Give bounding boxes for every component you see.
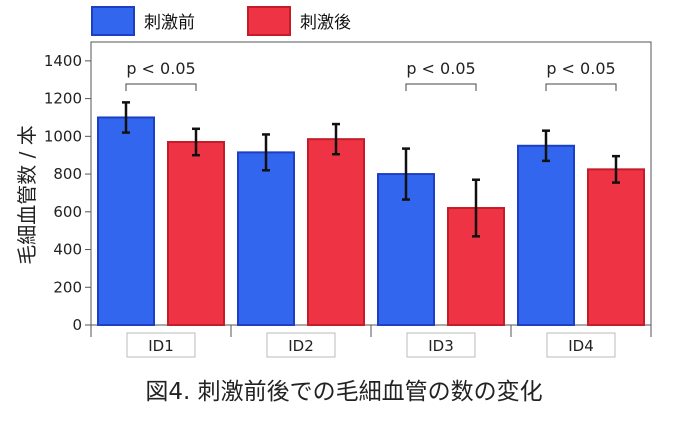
legend: 刺激前 刺激後 bbox=[91, 6, 351, 36]
significance-annotations: p < 0.05 p < 0.05 p < 0.05 bbox=[125, 59, 617, 91]
bars bbox=[97, 101, 645, 327]
category-label-box bbox=[266, 332, 336, 358]
category-label-box bbox=[126, 332, 196, 358]
y-tick-label: 600 bbox=[53, 203, 82, 221]
category-label-box bbox=[406, 332, 476, 358]
y-tick-label: 0 bbox=[72, 316, 82, 334]
legend-swatch bbox=[247, 6, 291, 36]
y-tick-label: 800 bbox=[53, 165, 82, 183]
significance-bracket bbox=[545, 83, 617, 91]
legend-label: 刺激後 bbox=[300, 13, 351, 33]
y-axis-label: 毛細血管数 / 本 bbox=[15, 125, 39, 264]
significance-bracket bbox=[405, 83, 477, 91]
significance-label: p < 0.05 bbox=[126, 59, 195, 78]
y-tick-label: 1000 bbox=[44, 127, 82, 145]
y-tick-label: 400 bbox=[53, 241, 82, 259]
figure-caption: 図4. 刺激前後での毛細血管の数の変化 bbox=[145, 379, 543, 405]
axes: 0 200 400 600 800 1000 1200 1400 ID1 ID2 ID3 ID4 bbox=[44, 41, 652, 358]
category-label: ID3 bbox=[428, 337, 454, 355]
legend-label: 刺激前 bbox=[144, 13, 195, 33]
category-label-box bbox=[546, 332, 616, 358]
y-tick-label: 1200 bbox=[44, 90, 82, 108]
bar bbox=[587, 168, 645, 326]
bar bbox=[237, 151, 295, 326]
bar bbox=[517, 144, 575, 326]
category-label: ID1 bbox=[148, 337, 174, 355]
y-tick-label: 200 bbox=[53, 278, 82, 296]
chart: 刺激前 刺激後 毛細血管数 / 本 0 200 400 600 800 1000 1200 14… bbox=[15, 6, 652, 358]
significance-label: p < 0.05 bbox=[406, 59, 475, 78]
bar bbox=[167, 140, 225, 326]
category-label: ID4 bbox=[568, 337, 594, 355]
bar bbox=[97, 116, 155, 327]
y-tick-label: 1400 bbox=[44, 52, 82, 70]
category-label: ID2 bbox=[288, 337, 314, 355]
significance-label: p < 0.05 bbox=[546, 59, 615, 78]
significance-bracket bbox=[125, 83, 197, 91]
legend-swatch bbox=[91, 6, 135, 36]
bar bbox=[307, 138, 365, 326]
